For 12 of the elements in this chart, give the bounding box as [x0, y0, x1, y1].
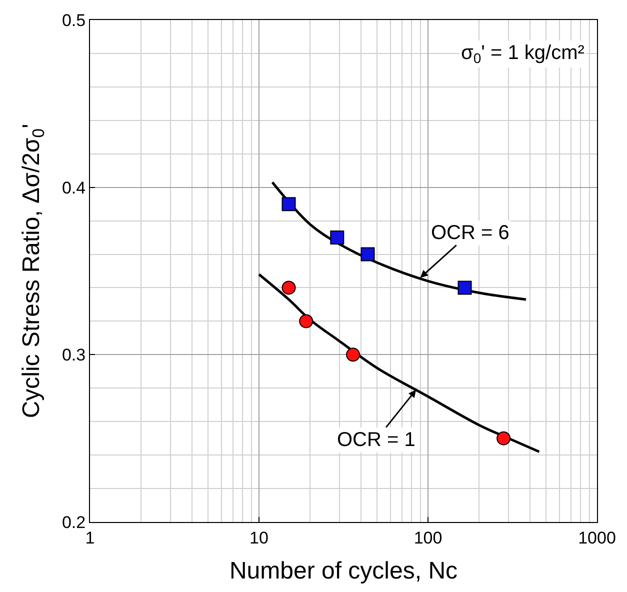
y-tick-label: 0.2 — [62, 512, 86, 532]
y-tick-label: 0.3 — [62, 346, 86, 365]
y-tick-label: 0.4 — [62, 178, 86, 198]
x-tick-label: 1 — [85, 528, 95, 548]
x-axis-title: Number of cycles, Nc — [229, 558, 458, 585]
x-tick-label: 10 — [250, 528, 268, 548]
x-tick-label: 100 — [414, 528, 442, 548]
x-tick-label: 1000 — [578, 528, 616, 548]
annotation: σ$_{0}$' = 1 kg/cm² — [461, 42, 585, 66]
annotation: OCR = 1 — [337, 429, 416, 451]
annotation: OCR = 6 — [431, 222, 510, 244]
y-tick-label: 0.5 — [62, 10, 86, 30]
